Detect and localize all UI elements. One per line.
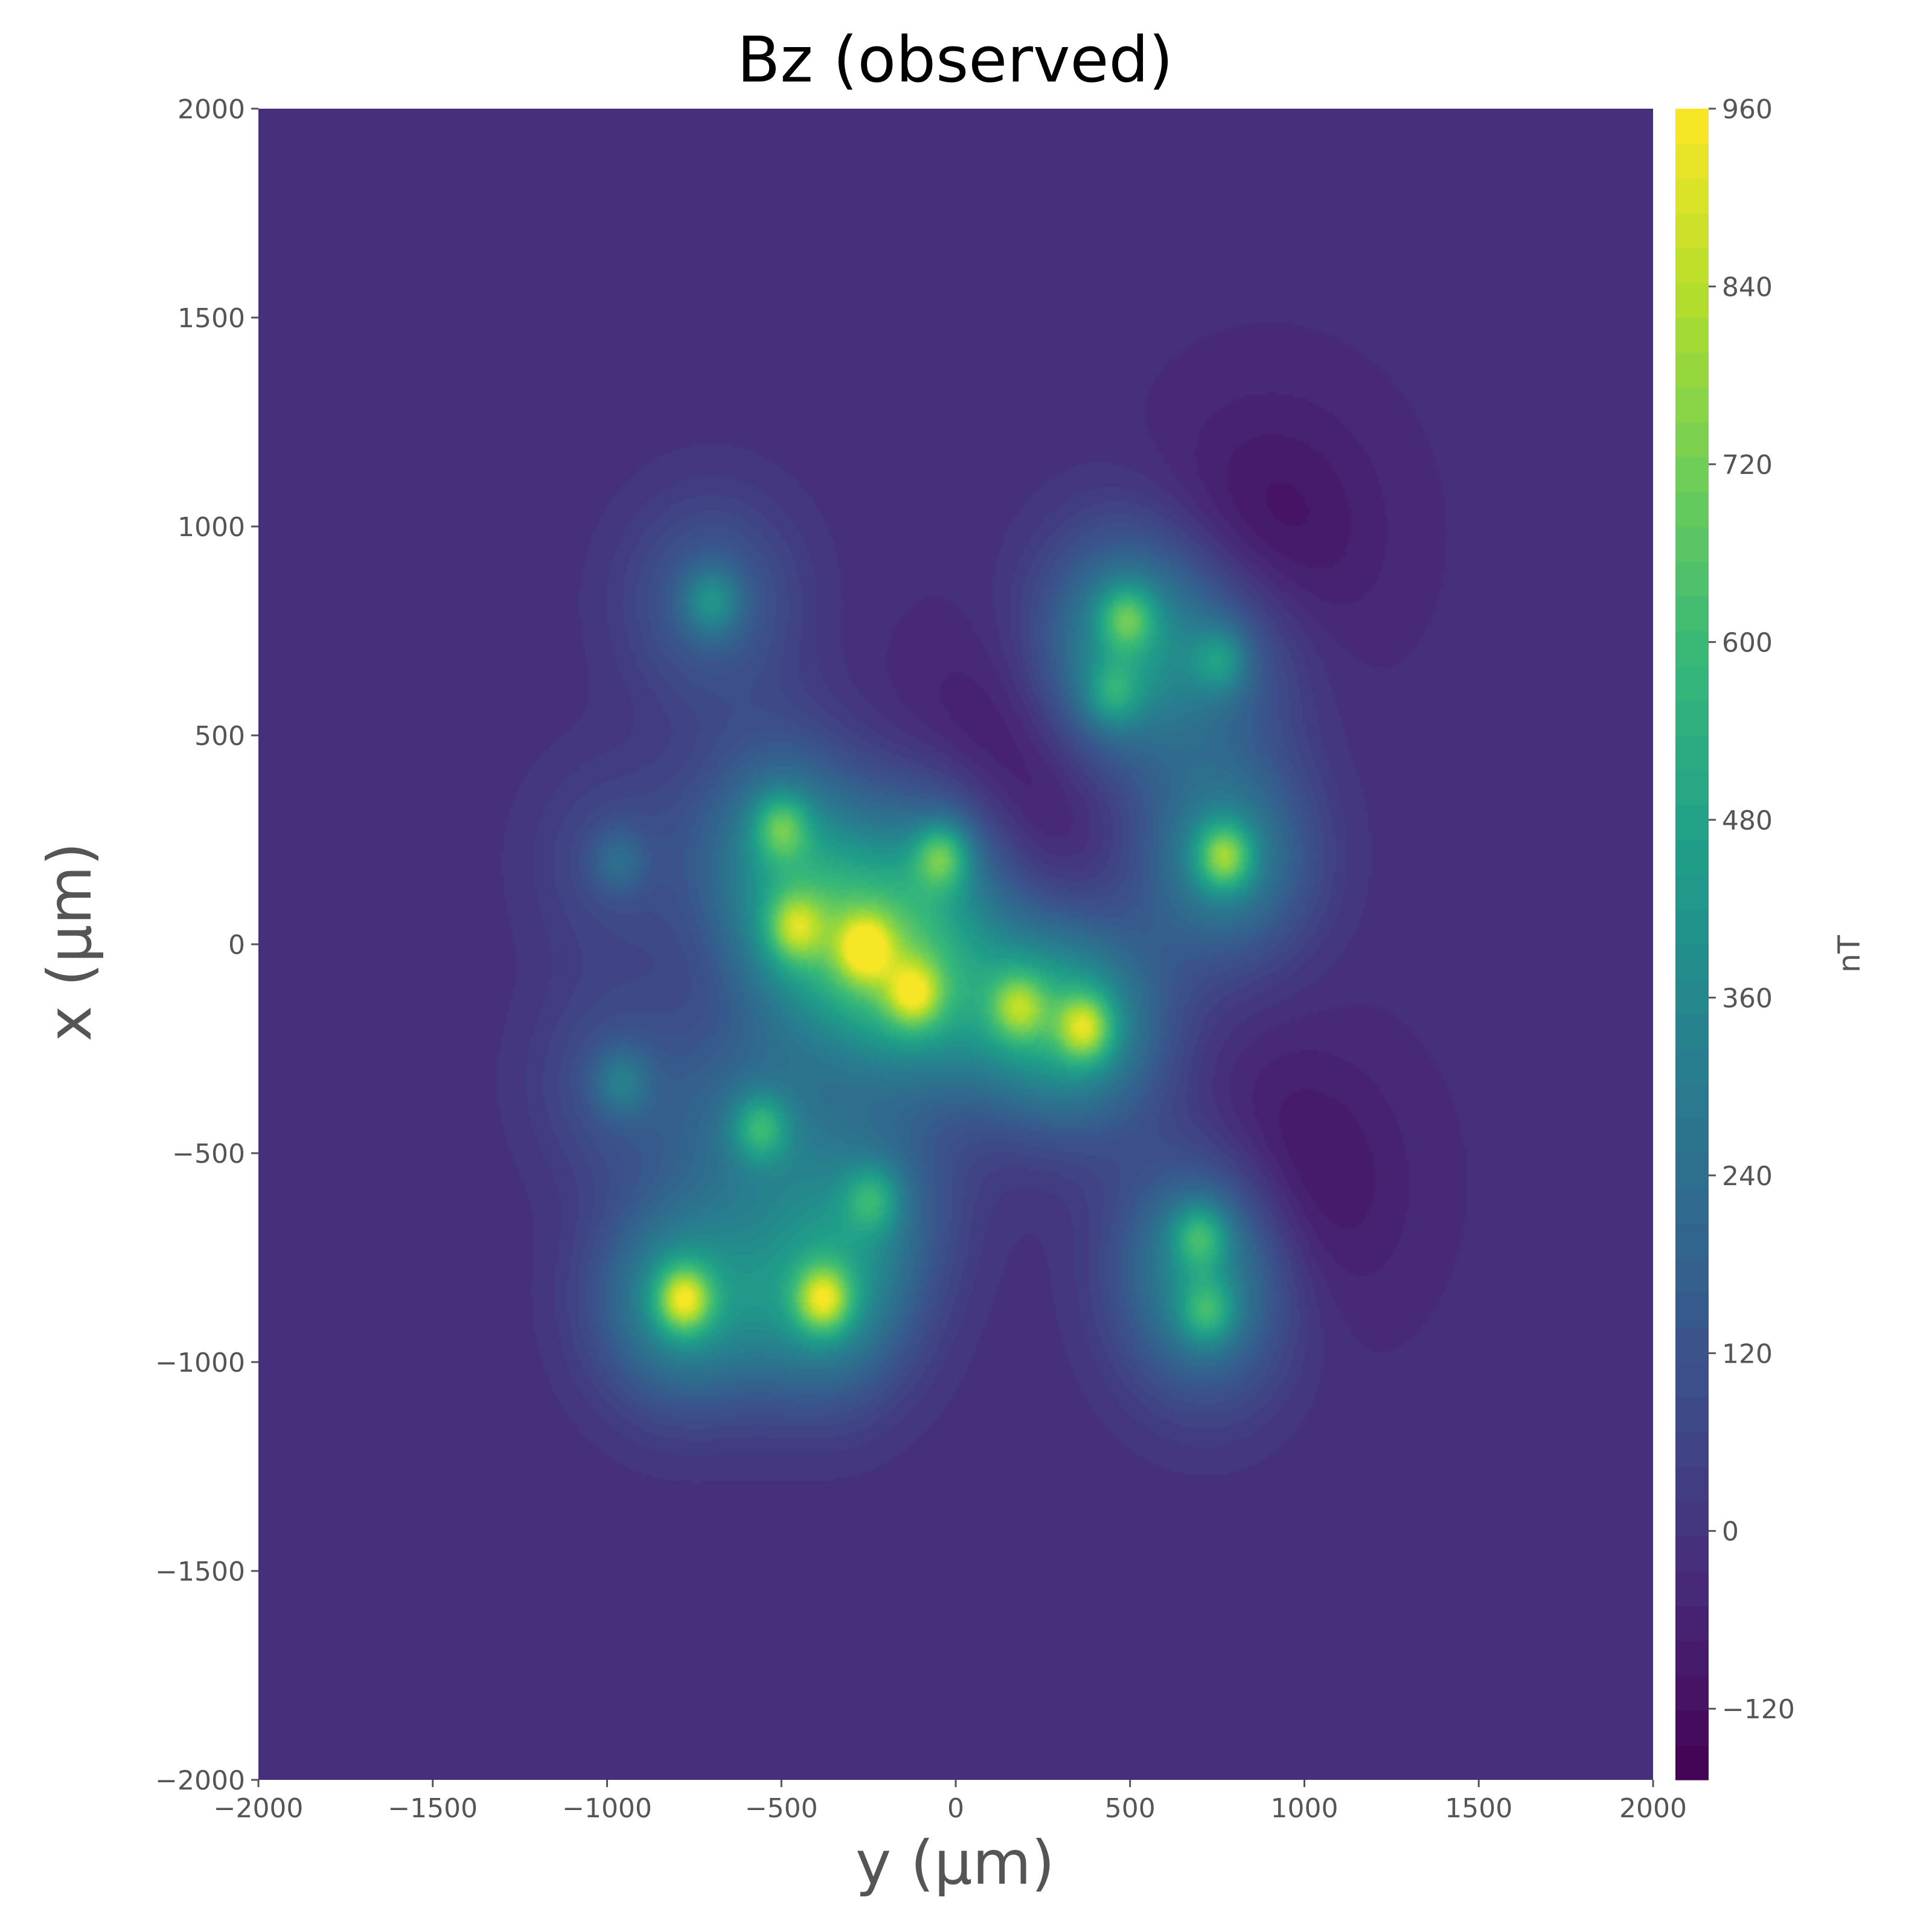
colorbar-tick-label: 960 — [1722, 94, 1773, 125]
colorbar-segment — [1675, 1153, 1709, 1189]
colorbar-segment — [1675, 1049, 1709, 1084]
colorbar-tick-label: −120 — [1722, 1694, 1795, 1725]
x-tick-label: 0 — [947, 1793, 964, 1824]
x-tick-label: 1000 — [1271, 1793, 1339, 1824]
colorbar-segment — [1675, 1467, 1709, 1502]
y-tick-label: 0 — [228, 930, 245, 961]
colorbar-segment — [1675, 1675, 1709, 1711]
colorbar-segment — [1675, 1327, 1709, 1363]
axes: −2000−2000 −1500 −1500 −1000 −1000 −500 −500 0 0… — [155, 94, 1687, 1824]
x-tick-label: −2000 — [214, 1793, 304, 1824]
x-tick-label: −500 — [745, 1793, 818, 1824]
colorbar: −120 0 120 240 360 480 600 720 840 960 — [1675, 94, 1795, 1780]
colorbar-tick-label: 120 — [1722, 1339, 1773, 1369]
colorbar-segment — [1675, 1223, 1709, 1258]
colorbar-segment — [1675, 526, 1709, 562]
colorbar-tick-label: 0 — [1722, 1517, 1739, 1547]
colorbar-segment — [1675, 700, 1709, 736]
colorbar-segment — [1675, 109, 1709, 144]
colorbar-segment — [1675, 248, 1709, 283]
chart-title: Bz (observed) — [737, 23, 1173, 97]
colorbar-segment — [1675, 1083, 1709, 1119]
heatmap-image — [258, 109, 1653, 1780]
colorbar-tick-label: 480 — [1722, 805, 1773, 836]
x-tick-label: −1500 — [388, 1793, 478, 1824]
colorbar-segment — [1675, 1710, 1709, 1745]
colorbar-segment — [1675, 561, 1709, 597]
colorbar-label: nT — [1832, 935, 1867, 973]
colorbar-segment — [1675, 735, 1709, 771]
heatmap — [258, 109, 1653, 1780]
y-tick-label: 2000 — [178, 94, 245, 125]
x-tick-label: 1500 — [1445, 1793, 1512, 1824]
x-tick-label: 500 — [1105, 1793, 1156, 1824]
y-axis-label: x (μm) — [34, 842, 105, 1041]
colorbar-segment — [1675, 1188, 1709, 1223]
colorbar-segment — [1675, 213, 1709, 249]
y-tick-label: −500 — [172, 1139, 245, 1169]
colorbar-segment — [1675, 422, 1709, 458]
colorbar-tick-label: 360 — [1722, 983, 1773, 1014]
colorbar-segment — [1675, 1292, 1709, 1328]
colorbar-segment — [1675, 1362, 1709, 1398]
colorbar-segment — [1675, 1640, 1709, 1676]
colorbar-segment — [1675, 456, 1709, 492]
colorbar-segment — [1675, 770, 1709, 805]
colorbar-tick-label: 840 — [1722, 272, 1773, 302]
colorbar-segment — [1675, 805, 1709, 840]
x-axis-label: y (μm) — [856, 1828, 1055, 1898]
colorbar-segment — [1675, 1571, 1709, 1607]
colorbar-segment — [1675, 387, 1709, 423]
colorbar-segment — [1675, 491, 1709, 527]
colorbar-segment — [1675, 1745, 1709, 1780]
colorbar-segment — [1675, 1118, 1709, 1154]
x-tick-label: 2000 — [1619, 1793, 1687, 1824]
colorbar-segment — [1675, 1396, 1709, 1432]
colorbar-segment — [1675, 1605, 1709, 1641]
colorbar-segment — [1675, 979, 1709, 1014]
colorbar-segment — [1675, 283, 1709, 318]
colorbar-segment — [1675, 840, 1709, 875]
y-tick-label: 500 — [194, 721, 245, 752]
colorbar-segment — [1675, 596, 1709, 632]
colorbar-segment — [1675, 665, 1709, 701]
colorbar-tick-label: 720 — [1722, 450, 1773, 481]
colorbar-segment — [1675, 909, 1709, 945]
colorbar-segment — [1675, 352, 1709, 388]
colorbar-tick-label: 240 — [1722, 1161, 1773, 1192]
colorbar-segment — [1675, 1501, 1709, 1537]
x-tick-label: −1000 — [562, 1793, 652, 1824]
colorbar-segment — [1675, 178, 1709, 214]
y-tick-label: 1000 — [178, 512, 245, 543]
colorbar-tick-label: 600 — [1722, 627, 1773, 658]
colorbar-segment — [1675, 1431, 1709, 1467]
colorbar-segment — [1675, 1536, 1709, 1572]
y-tick-label: −2000 — [155, 1765, 245, 1796]
colorbar-segment — [1675, 874, 1709, 910]
y-tick-label: 1500 — [178, 303, 245, 334]
colorbar-segment — [1675, 318, 1709, 353]
colorbar-segment — [1675, 143, 1709, 179]
colorbar-segment — [1675, 1014, 1709, 1049]
y-tick-label: −1000 — [155, 1348, 245, 1378]
y-tick-label: −1500 — [155, 1556, 245, 1587]
colorbar-segment — [1675, 944, 1709, 980]
colorbar-segment — [1675, 1258, 1709, 1293]
colorbar-segment — [1675, 631, 1709, 667]
